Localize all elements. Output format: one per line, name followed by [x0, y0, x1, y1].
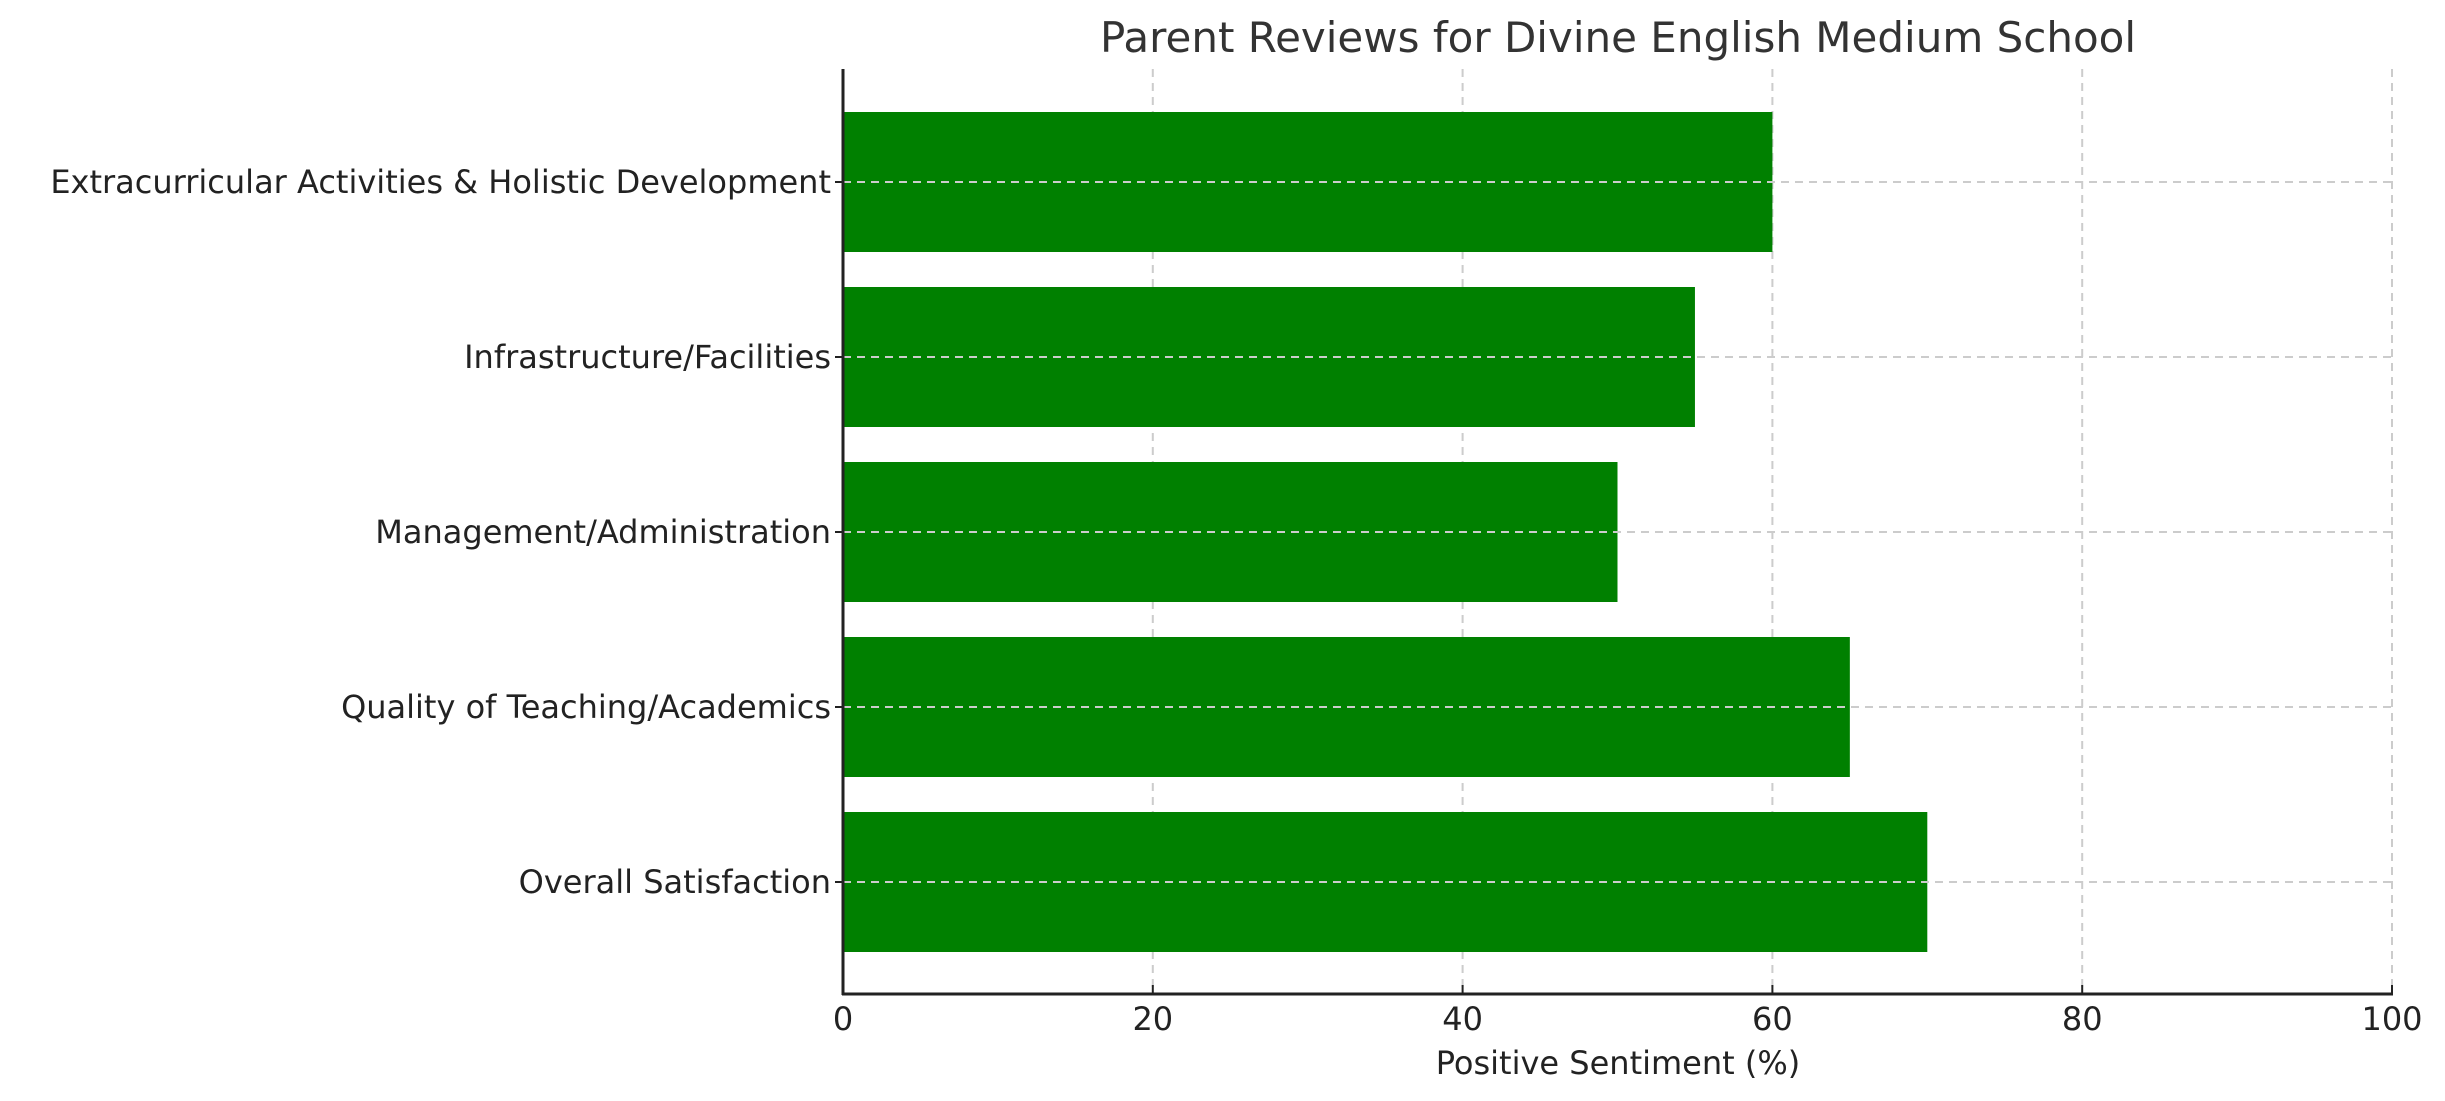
- y-tick-label: Management/Administration: [375, 513, 831, 551]
- x-tick-label: 60: [1752, 1000, 1793, 1038]
- bar: [843, 637, 1850, 777]
- horizontal-gridlines: [843, 181, 2392, 883]
- y-tick-label: Infrastructure/Facilities: [464, 338, 831, 376]
- bar: [843, 812, 1928, 952]
- x-tick-label: 100: [2361, 1000, 2422, 1038]
- bars: [843, 112, 1928, 952]
- chart-title: Parent Reviews for Divine English Medium…: [1100, 13, 2136, 62]
- x-tick-label: 0: [833, 1000, 853, 1038]
- x-tick-label: 20: [1132, 1000, 1173, 1038]
- y-axis-tick-labels: Overall Satisfaction Quality of Teaching/…: [50, 163, 831, 901]
- y-tick-label: Extracurricular Activities & Holistic De…: [50, 163, 831, 201]
- x-axis-label: Positive Sentiment (%): [1436, 1044, 1800, 1082]
- x-axis-tick-labels: 0 20 40 60 80 100: [833, 1000, 2423, 1038]
- y-tick-label: Quality of Teaching/Academics: [341, 688, 831, 726]
- x-tick-label: 80: [2062, 1000, 2103, 1038]
- y-tick-label: Overall Satisfaction: [519, 863, 831, 901]
- axes: [835, 69, 2393, 996]
- x-tick-label: 40: [1442, 1000, 1483, 1038]
